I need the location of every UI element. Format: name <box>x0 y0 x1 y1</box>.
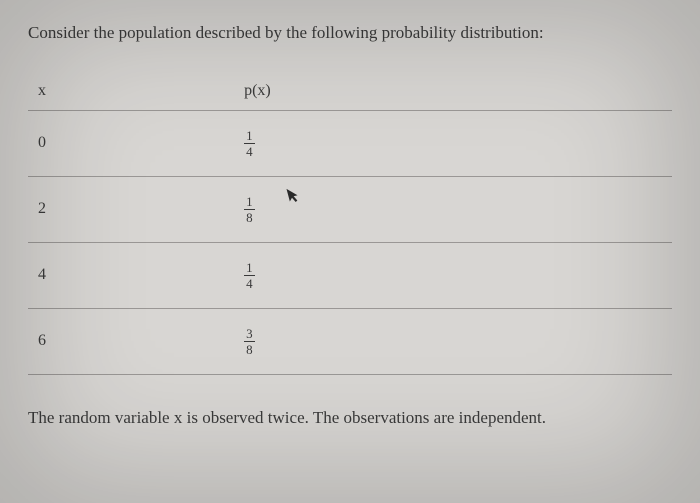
fraction: 1 4 <box>244 261 255 290</box>
header-px: p(x) <box>234 74 672 111</box>
cell-x: 6 <box>28 308 234 374</box>
fraction-denominator: 4 <box>244 276 255 290</box>
cell-px: 1 8 <box>234 176 672 242</box>
table-header-row: x p(x) <box>28 74 672 111</box>
fraction-denominator: 8 <box>244 210 255 224</box>
table-row: 4 1 4 <box>28 242 672 308</box>
cell-px: 1 4 <box>234 242 672 308</box>
probability-table: x p(x) 0 1 4 2 1 8 4 <box>28 74 672 375</box>
outro-text: The random variable x is observed twice.… <box>28 405 672 431</box>
fraction: 1 4 <box>244 129 255 158</box>
table-row: 2 1 8 <box>28 176 672 242</box>
fraction-denominator: 8 <box>244 342 255 356</box>
fraction-denominator: 4 <box>244 144 255 158</box>
cell-px: 1 4 <box>234 110 672 176</box>
fraction-numerator: 3 <box>244 327 255 342</box>
table-row: 0 1 4 <box>28 110 672 176</box>
cell-px: 3 8 <box>234 308 672 374</box>
table-row: 6 3 8 <box>28 308 672 374</box>
fraction-numerator: 1 <box>244 129 255 144</box>
header-x: x <box>28 74 234 111</box>
fraction: 3 8 <box>244 327 255 356</box>
cell-x: 4 <box>28 242 234 308</box>
fraction-numerator: 1 <box>244 195 255 210</box>
fraction-numerator: 1 <box>244 261 255 276</box>
intro-text: Consider the population described by the… <box>28 20 672 46</box>
cell-x: 2 <box>28 176 234 242</box>
fraction: 1 8 <box>244 195 255 224</box>
cell-x: 0 <box>28 110 234 176</box>
